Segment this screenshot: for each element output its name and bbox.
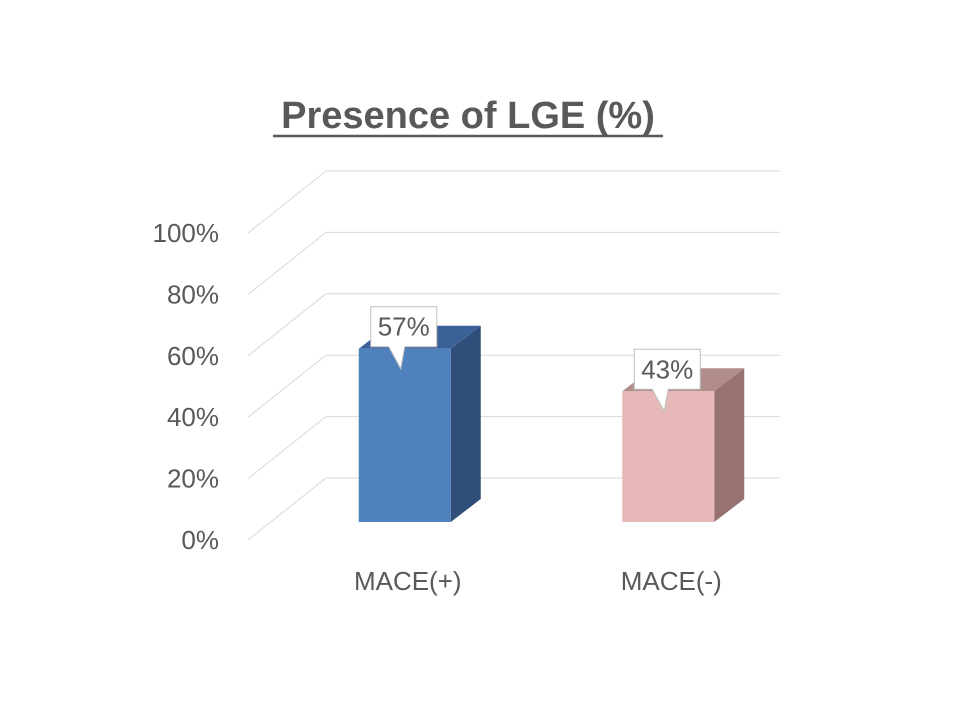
bar-front bbox=[622, 391, 715, 522]
bar-side bbox=[450, 325, 481, 522]
data-labels: 57% 43% bbox=[370, 306, 701, 413]
gridline bbox=[247, 231, 780, 295]
data-label: 57% bbox=[370, 306, 438, 371]
y-tick-label: 40% bbox=[167, 402, 219, 432]
bar-front bbox=[358, 348, 451, 522]
bar bbox=[622, 368, 745, 522]
x-axis-categories: MACE(+) MACE(-) bbox=[354, 566, 722, 596]
gridline bbox=[247, 354, 780, 418]
data-label-text: 43% bbox=[641, 354, 693, 384]
data-label-callout bbox=[633, 348, 701, 413]
x-category-label: MACE(+) bbox=[354, 566, 462, 596]
data-label-callout bbox=[370, 306, 438, 371]
chart-title: Presence of LGE (%) bbox=[281, 95, 655, 137]
bar bbox=[358, 325, 481, 522]
data-label: 43% bbox=[633, 348, 701, 413]
y-axis-ticks: 0% 20% 40% 60% 80% 100% bbox=[153, 218, 220, 555]
data-label-text: 57% bbox=[378, 312, 430, 342]
gridline bbox=[247, 170, 780, 234]
gridline bbox=[247, 293, 780, 357]
y-tick-label: 100% bbox=[153, 218, 220, 248]
bars bbox=[358, 325, 745, 522]
bar-side bbox=[714, 368, 745, 522]
y-tick-label: 20% bbox=[167, 464, 219, 494]
x-category-label: MACE(-) bbox=[621, 566, 722, 596]
y-tick-label: 80% bbox=[167, 279, 219, 309]
y-tick-label: 0% bbox=[181, 525, 219, 555]
y-tick-label: 60% bbox=[167, 341, 219, 371]
